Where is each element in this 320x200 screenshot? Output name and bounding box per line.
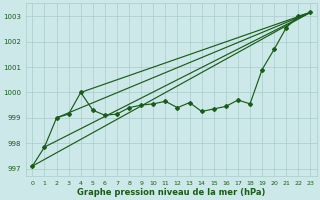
X-axis label: Graphe pression niveau de la mer (hPa): Graphe pression niveau de la mer (hPa) [77,188,266,197]
